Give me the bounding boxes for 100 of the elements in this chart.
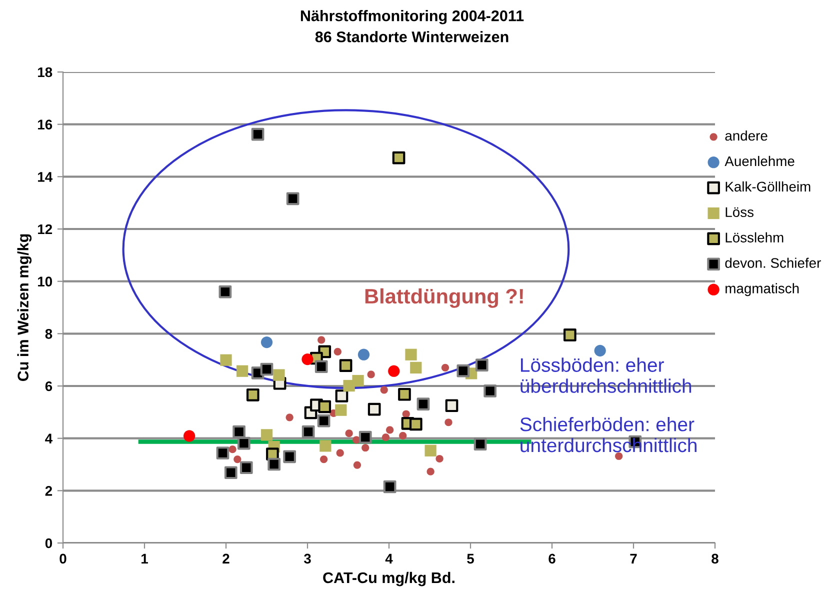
point: [368, 402, 381, 416]
point: [445, 399, 458, 412]
x-tick-label: 4: [385, 554, 393, 564]
y-tick-label: 18: [38, 67, 52, 78]
y-tick-label: 2: [45, 486, 52, 496]
point: [216, 446, 230, 460]
point: [383, 480, 396, 494]
x-tick-label: 8: [712, 554, 718, 564]
point: [426, 468, 434, 476]
y-tick-label: 16: [38, 120, 52, 130]
annotation: Blattdüngung ?!: [365, 288, 523, 308]
point: [232, 425, 246, 438]
point: [246, 388, 260, 402]
point: [336, 449, 344, 457]
point: [236, 365, 248, 377]
y-tick-label: 6: [45, 381, 52, 392]
point: [474, 438, 487, 451]
chart-subtitle: 86 Standorte Winterweizen: [315, 31, 508, 42]
legend-label: Auenlehme: [724, 156, 794, 166]
point: [399, 432, 407, 440]
point: [260, 362, 274, 376]
point: [286, 192, 300, 206]
y-tick-label: 14: [38, 172, 53, 182]
x-tick-label: 0: [60, 554, 66, 564]
point: [339, 359, 352, 372]
point: [382, 433, 390, 442]
point: [594, 344, 606, 356]
x-tick-label: 6: [548, 554, 556, 564]
point: [362, 444, 370, 452]
point: [334, 348, 342, 356]
point: [220, 354, 232, 366]
point: [335, 404, 347, 416]
point: [367, 370, 375, 378]
point: [335, 390, 348, 402]
y-axis-title: Cu im Weizen mg/kg: [17, 234, 32, 382]
point: [260, 429, 273, 441]
legend-label: Löss: [726, 207, 754, 218]
y-tick-label: 12: [38, 224, 52, 234]
point: [268, 458, 281, 471]
point: [228, 446, 236, 454]
point: [314, 360, 328, 374]
legend-label: Lösslehm: [726, 232, 784, 242]
point: [320, 455, 328, 464]
point: [405, 348, 417, 360]
x-axis-title: CAT-Cu mg/kg Bd.: [323, 572, 454, 586]
point: [402, 410, 410, 418]
point: [283, 450, 296, 464]
legend-label: devon. Schiefer: [725, 258, 821, 268]
annotation: Schieferböden: eher unterdurchschnittlich: [520, 417, 696, 452]
x-tick-label: 5: [467, 554, 474, 564]
point: [234, 455, 242, 464]
point: [218, 285, 232, 298]
point: [615, 452, 623, 460]
point: [398, 388, 411, 401]
point: [317, 414, 330, 428]
point: [392, 151, 406, 164]
point: [409, 418, 422, 431]
point: [251, 128, 264, 141]
x-tick-label: 2: [222, 554, 230, 564]
x-tick-label: 7: [630, 554, 637, 564]
point: [302, 425, 315, 438]
point: [386, 426, 394, 434]
point: [224, 466, 238, 480]
point: [318, 400, 332, 414]
point: [353, 461, 362, 469]
point: [444, 418, 452, 426]
point: [358, 430, 372, 444]
point: [416, 398, 430, 410]
point: [184, 430, 196, 442]
point: [302, 354, 314, 366]
point: [352, 374, 364, 387]
point: [345, 430, 353, 438]
point: [456, 364, 470, 378]
point: [424, 444, 436, 456]
x-tick-label: 1: [142, 554, 148, 564]
point: [564, 328, 576, 342]
legend-label: andere: [725, 130, 768, 141]
point: [475, 358, 488, 372]
point: [484, 384, 496, 398]
legend-label: Kalk-Göllheim: [726, 181, 810, 192]
legend-label: magmatisch: [726, 283, 799, 296]
point: [436, 454, 444, 463]
point: [441, 364, 450, 372]
x-tick-label: 3: [304, 554, 311, 564]
point: [410, 362, 422, 374]
point: [320, 440, 332, 452]
y-tick-label: 4: [45, 434, 53, 444]
point: [238, 436, 250, 450]
point: [240, 461, 253, 474]
y-tick-label: 0: [45, 538, 52, 548]
point: [318, 336, 326, 344]
point: [358, 348, 370, 360]
point: [260, 336, 273, 348]
y-tick-label: 8: [45, 329, 52, 339]
point: [286, 414, 294, 422]
chart-title: Nährstoffmonitoring 2004-2011: [300, 10, 524, 24]
point: [388, 365, 400, 377]
y-tick-label: 10: [38, 276, 52, 287]
point: [273, 369, 285, 381]
point: [380, 386, 388, 394]
